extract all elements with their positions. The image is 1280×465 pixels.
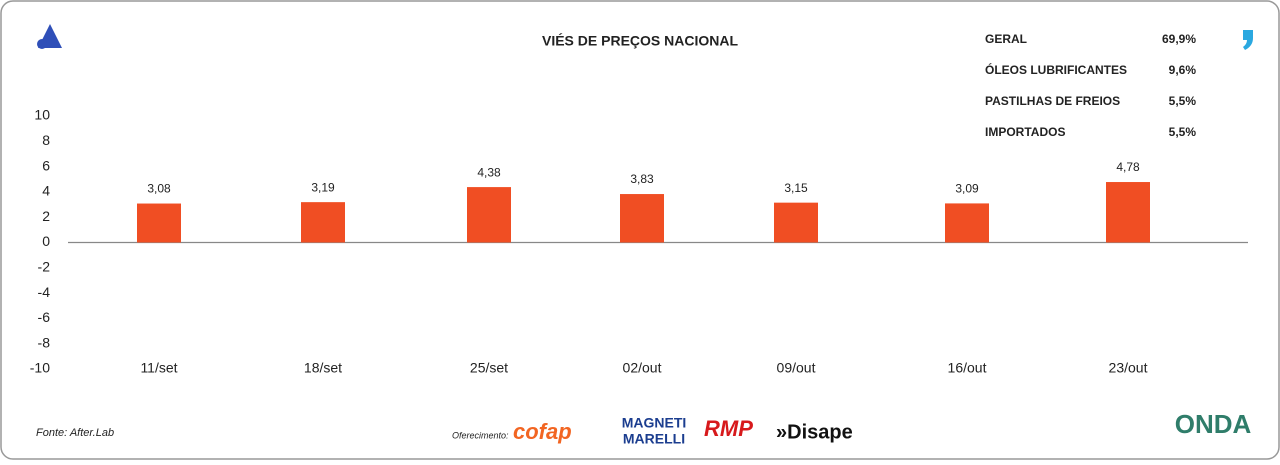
summary-label: GERAL: [985, 32, 1027, 46]
sponsor-logo: RMP: [704, 416, 753, 441]
bar: [467, 187, 511, 243]
bar: [137, 203, 181, 243]
y-tick-label: -8: [38, 334, 51, 350]
value-label: 3,19: [311, 180, 335, 194]
sponsor-logo: cofap: [513, 419, 572, 444]
y-tick-label: 6: [42, 157, 50, 173]
logo-right: [1243, 30, 1253, 50]
bar: [1106, 182, 1150, 243]
y-tick-label: 0: [42, 233, 50, 249]
summary-label: PASTILHAS DE FREIOS: [985, 94, 1120, 108]
bar: [945, 203, 989, 243]
y-tick-label: 10: [34, 107, 50, 123]
value-label: 3,15: [784, 181, 808, 195]
chart-title: VIÉS DE PREÇOS NACIONAL: [542, 33, 738, 49]
y-tick-label: 4: [42, 183, 50, 199]
sponsor-logo: MAGNETI: [622, 415, 687, 431]
bar: [301, 202, 345, 243]
y-tick-label: -2: [38, 259, 51, 275]
y-tick-label: -6: [38, 309, 51, 325]
x-tick-label: 25/set: [470, 360, 508, 376]
sponsor-logo: »Disape: [776, 421, 853, 443]
summary-value: 9,6%: [1169, 63, 1197, 77]
logo-left-dot: [37, 39, 47, 49]
sponsor-label: Oferecimento:: [452, 430, 509, 440]
bar: [774, 202, 818, 243]
value-label: 3,83: [630, 172, 654, 186]
summary-value: 69,9%: [1162, 32, 1196, 46]
y-tick-label: 2: [42, 208, 50, 224]
y-tick-label: -4: [38, 284, 51, 300]
brand-logo: ONDA: [1175, 409, 1252, 439]
x-tick-label: 18/set: [304, 360, 342, 376]
x-tick-label: 23/out: [1109, 360, 1148, 376]
x-tick-label: 02/out: [623, 360, 662, 376]
value-label: 4,38: [477, 165, 501, 179]
x-tick-label: 09/out: [777, 360, 816, 376]
value-label: 4,78: [1116, 160, 1140, 174]
y-tick-label: 8: [42, 132, 50, 148]
summary-value: 5,5%: [1169, 125, 1197, 139]
x-tick-label: 16/out: [948, 360, 987, 376]
value-label: 3,09: [955, 182, 979, 196]
summary-label: IMPORTADOS: [985, 125, 1065, 139]
source: Fonte: After.Lab: [36, 427, 114, 439]
summary-label: ÓLEOS LUBRIFICANTES: [985, 62, 1127, 77]
value-label: 3,08: [147, 182, 171, 196]
bar: [620, 194, 664, 243]
x-tick-label: 11/set: [140, 360, 177, 376]
sponsor-logo: MARELLI: [623, 431, 685, 447]
summary-value: 5,5%: [1169, 94, 1197, 108]
y-tick-label: -10: [30, 360, 50, 376]
